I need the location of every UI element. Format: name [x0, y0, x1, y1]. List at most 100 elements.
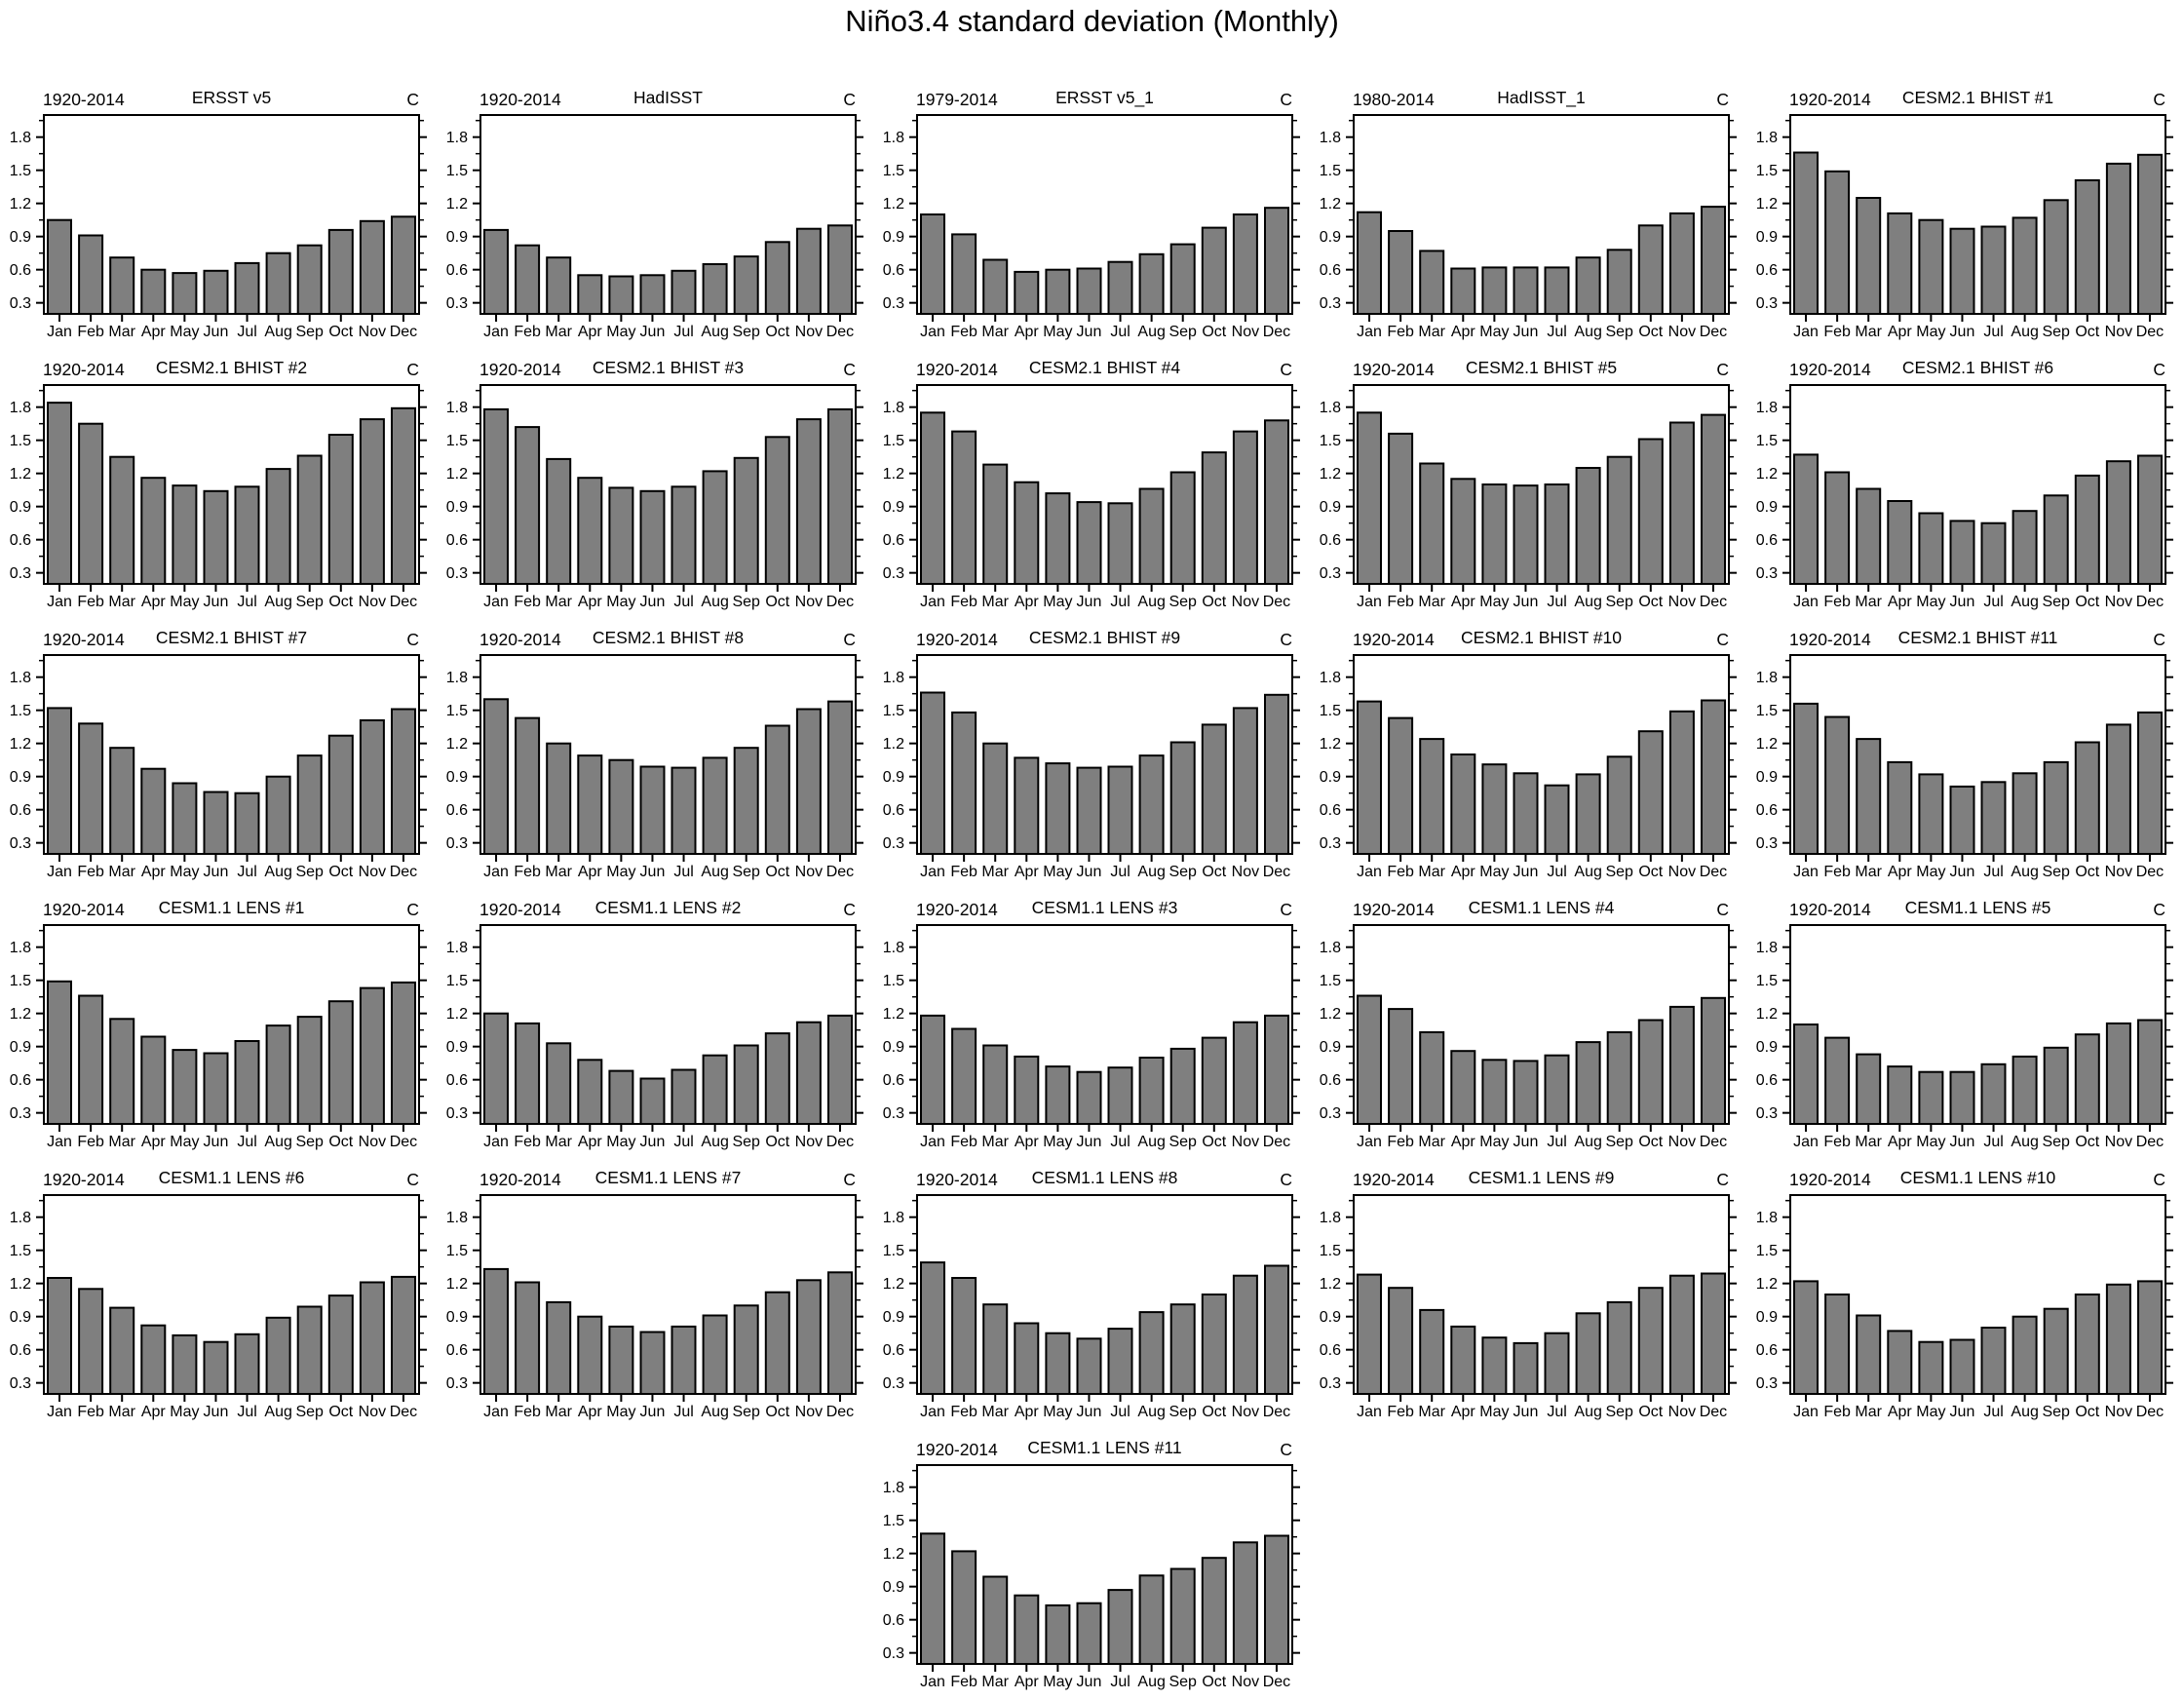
bar-Nov: [1668, 1274, 1695, 1395]
month-label: Mar: [108, 1404, 135, 1420]
panel-name: CESM1.1 LENS #2: [595, 898, 742, 917]
bar-Aug: [265, 1316, 291, 1395]
bar-Jul: [1544, 483, 1570, 585]
y-tick-label: 0.9: [10, 769, 31, 786]
month-label: Sep: [2042, 324, 2070, 340]
bar-Aug: [1575, 256, 1601, 315]
y-tick-label: 1.2: [446, 196, 468, 212]
bar-May: [172, 484, 198, 586]
y-tick-label: 1.2: [10, 1276, 31, 1293]
plot-box: [1353, 114, 1730, 315]
month-label: Apr: [578, 324, 603, 340]
bar-Dec: [1701, 699, 1726, 855]
month-label: Sep: [1169, 1404, 1197, 1420]
bar-Jul: [1980, 522, 2007, 585]
bar-Jun: [1949, 227, 1975, 315]
y-tick-label: 0.6: [1756, 262, 1778, 279]
bar-Mar: [1856, 487, 1882, 585]
month-label: Jan: [47, 1404, 72, 1420]
y-tick-label: 1.2: [10, 466, 31, 483]
month-label: Dec: [2136, 864, 2164, 880]
panel-period: 1920-2014: [1353, 360, 1435, 379]
month-label: Jun: [1513, 324, 1539, 340]
month-label: Oct: [328, 864, 353, 880]
month-label: Oct: [328, 1134, 353, 1150]
y-tick-label: 1.5: [1320, 973, 1341, 989]
bar-Apr: [1887, 212, 1913, 315]
month-label: Mar: [108, 864, 135, 880]
bar-Feb: [515, 1022, 541, 1125]
panel-period: 1920-2014: [916, 1170, 998, 1189]
y-tick-label: 1.8: [1756, 670, 1778, 686]
y-tick-label: 0.9: [1320, 499, 1341, 516]
y-tick-label: 0.9: [446, 499, 468, 516]
month-label: Mar: [981, 1404, 1009, 1420]
month-label: May: [1043, 1404, 1072, 1420]
bar-Oct: [1201, 1294, 1227, 1395]
bar-Aug: [1138, 487, 1165, 585]
month-label: Jan: [1793, 594, 1819, 610]
bar-Jun: [203, 269, 229, 316]
plot-box: [479, 924, 857, 1125]
y-tick-label: 1.5: [883, 703, 904, 719]
chart-panel: 1920-2014 CESM2.1 BHIST #4 C 0.3 0.6 0.9 1.2 1.…: [883, 358, 1300, 610]
chart-panel: 1920-2014 CESM2.1 BHIST #5 C 0.3 0.6 0.9 1.2 1.…: [1320, 358, 1737, 610]
panel-units: C: [1716, 360, 1729, 379]
bar-Jan: [483, 1267, 509, 1396]
y-tick-label: 0.6: [883, 1072, 904, 1089]
bar-Aug: [2012, 510, 2038, 585]
plot-box: [1789, 384, 2166, 585]
y-tick-label: 1.5: [1756, 703, 1778, 719]
month-label: Oct: [1638, 1134, 1663, 1150]
bar-Apr: [140, 1324, 167, 1395]
panel-period: 1920-2014: [43, 1170, 125, 1189]
bar-Jul: [234, 485, 260, 585]
month-label: May: [1916, 864, 1945, 880]
bar-Jun: [639, 1077, 666, 1125]
month-label: Dec: [826, 1134, 854, 1150]
y-tick-label: 1.8: [883, 670, 904, 686]
bar-Jul: [1980, 1062, 2007, 1126]
bar-Feb: [78, 234, 104, 315]
month-label: Oct: [2075, 864, 2099, 880]
month-label: Sep: [1169, 324, 1197, 340]
bar-Aug: [702, 1054, 728, 1125]
month-label: Aug: [264, 1134, 291, 1150]
y-tick-label: 0.3: [446, 295, 468, 312]
month-label: Apr: [1015, 324, 1040, 340]
bar-Apr: [1887, 500, 1913, 585]
month-label: Mar: [545, 1404, 572, 1420]
bar-Sep: [1606, 249, 1632, 315]
bar-Jan: [920, 1014, 945, 1125]
bar-Feb: [1388, 716, 1414, 855]
bar-Oct: [1637, 1287, 1664, 1395]
month-label: Jan: [920, 1404, 945, 1420]
bar-Feb: [1824, 170, 1851, 315]
month-label: Jul: [1983, 594, 2003, 610]
bar-Jul: [1107, 1066, 1133, 1125]
bar-Nov: [2105, 162, 2131, 316]
month-label: May: [170, 1404, 199, 1420]
bar-Apr: [140, 1035, 167, 1125]
panel-name: CESM2.1 BHIST #6: [1902, 358, 2053, 377]
plot-box: [916, 114, 1293, 315]
y-tick-label: 0.9: [883, 499, 904, 516]
month-label: Aug: [2011, 594, 2038, 610]
bar-Dec: [1264, 419, 1289, 585]
month-label: Oct: [2075, 1404, 2099, 1420]
bar-Jun: [1949, 1338, 1975, 1395]
month-label: Sep: [1605, 1134, 1633, 1150]
y-tick-label: 1.2: [10, 196, 31, 212]
bar-Mar: [982, 742, 1009, 855]
panel-name: HadISST_1: [1497, 88, 1585, 108]
y-tick-label: 1.8: [883, 400, 904, 416]
y-tick-label: 1.5: [1756, 1243, 1778, 1259]
panel-period: 1920-2014: [916, 900, 998, 919]
bar-Feb: [951, 1277, 977, 1395]
bar-Oct: [327, 734, 354, 855]
month-label: Feb: [514, 1134, 541, 1150]
bar-Oct: [1201, 1557, 1227, 1665]
bar-Sep: [733, 1304, 759, 1395]
panel-name: CESM2.1 BHIST #9: [1029, 628, 1180, 647]
month-label: Jan: [1793, 1404, 1819, 1420]
